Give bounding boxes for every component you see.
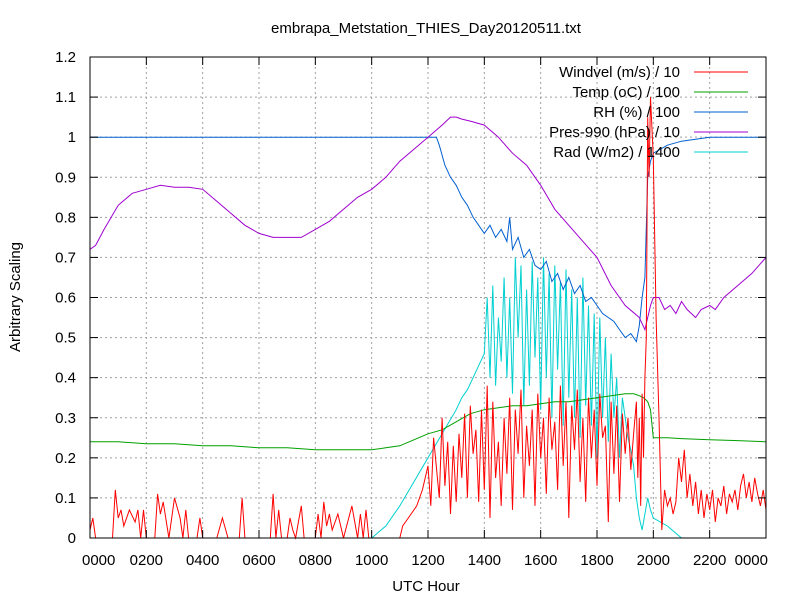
- legend-label: RH (%) / 100: [593, 104, 680, 121]
- y-tick-label: 0.6: [55, 290, 76, 307]
- x-tick-label: 1800: [580, 552, 613, 569]
- x-tick-label: 2200: [693, 552, 726, 569]
- series-layer: [89, 97, 767, 540]
- series-line-2: [90, 136, 766, 343]
- series-line-1: [90, 393, 767, 451]
- y-tick-label: 1: [68, 129, 76, 146]
- y-tick-label: 1.2: [55, 49, 76, 66]
- x-tick-label: 0000: [735, 552, 768, 569]
- y-tick-label: 0.1: [55, 490, 76, 507]
- x-tick-label: 0800: [299, 552, 332, 569]
- y-tick-label: 0.7: [55, 249, 76, 266]
- tick-labels: 0 0.1 0.2 0.3 0.4 0.5 0.6 0.7 0.8 0.9 1 1.1 1.2 0000 0…: [55, 49, 768, 569]
- chart-title: embrapa_Metstation_THIES_Day20120511.txt: [271, 20, 582, 37]
- series-line-4: [90, 257, 766, 539]
- x-tick-label: 2000: [637, 552, 670, 569]
- x-tick-label: 1600: [524, 552, 557, 569]
- x-tick-label: 0000: [82, 552, 115, 569]
- x-axis-title: UTC Hour: [392, 578, 460, 595]
- x-tick-label: 1200: [411, 552, 444, 569]
- y-tick-label: 0.3: [55, 410, 76, 427]
- x-tick-label: 0200: [130, 552, 163, 569]
- ticks: [89, 56, 767, 539]
- y-tick-label: 0.9: [55, 169, 76, 186]
- legend: Windvel (m/s) / 10 Temp (oC) / 100 RH (%) …: [549, 64, 748, 161]
- legend-label: Rad (W/m2) / 1400: [553, 144, 680, 161]
- y-tick-label: 0.8: [55, 209, 76, 226]
- legend-label: Windvel (m/s) / 10: [559, 64, 680, 81]
- x-tick-label: 0600: [242, 552, 275, 569]
- y-tick-label: 0.2: [55, 450, 76, 467]
- y-tick-label: 1.1: [55, 89, 76, 106]
- x-tick-label: 1000: [355, 552, 388, 569]
- legend-label: Pres-990 (hPa) / 10: [549, 124, 680, 141]
- y-tick-label: 0: [68, 530, 76, 547]
- y-tick-label: 0.5: [55, 330, 76, 347]
- series-line-3: [89, 116, 767, 332]
- x-tick-label: 0400: [186, 552, 219, 569]
- y-axis-title: Arbitrary Scaling: [7, 242, 24, 352]
- y-tick-label: 0.4: [55, 370, 76, 387]
- x-tick-label: 1400: [468, 552, 501, 569]
- legend-label: Temp (oC) / 100: [572, 84, 680, 101]
- series-line-0: [89, 97, 767, 540]
